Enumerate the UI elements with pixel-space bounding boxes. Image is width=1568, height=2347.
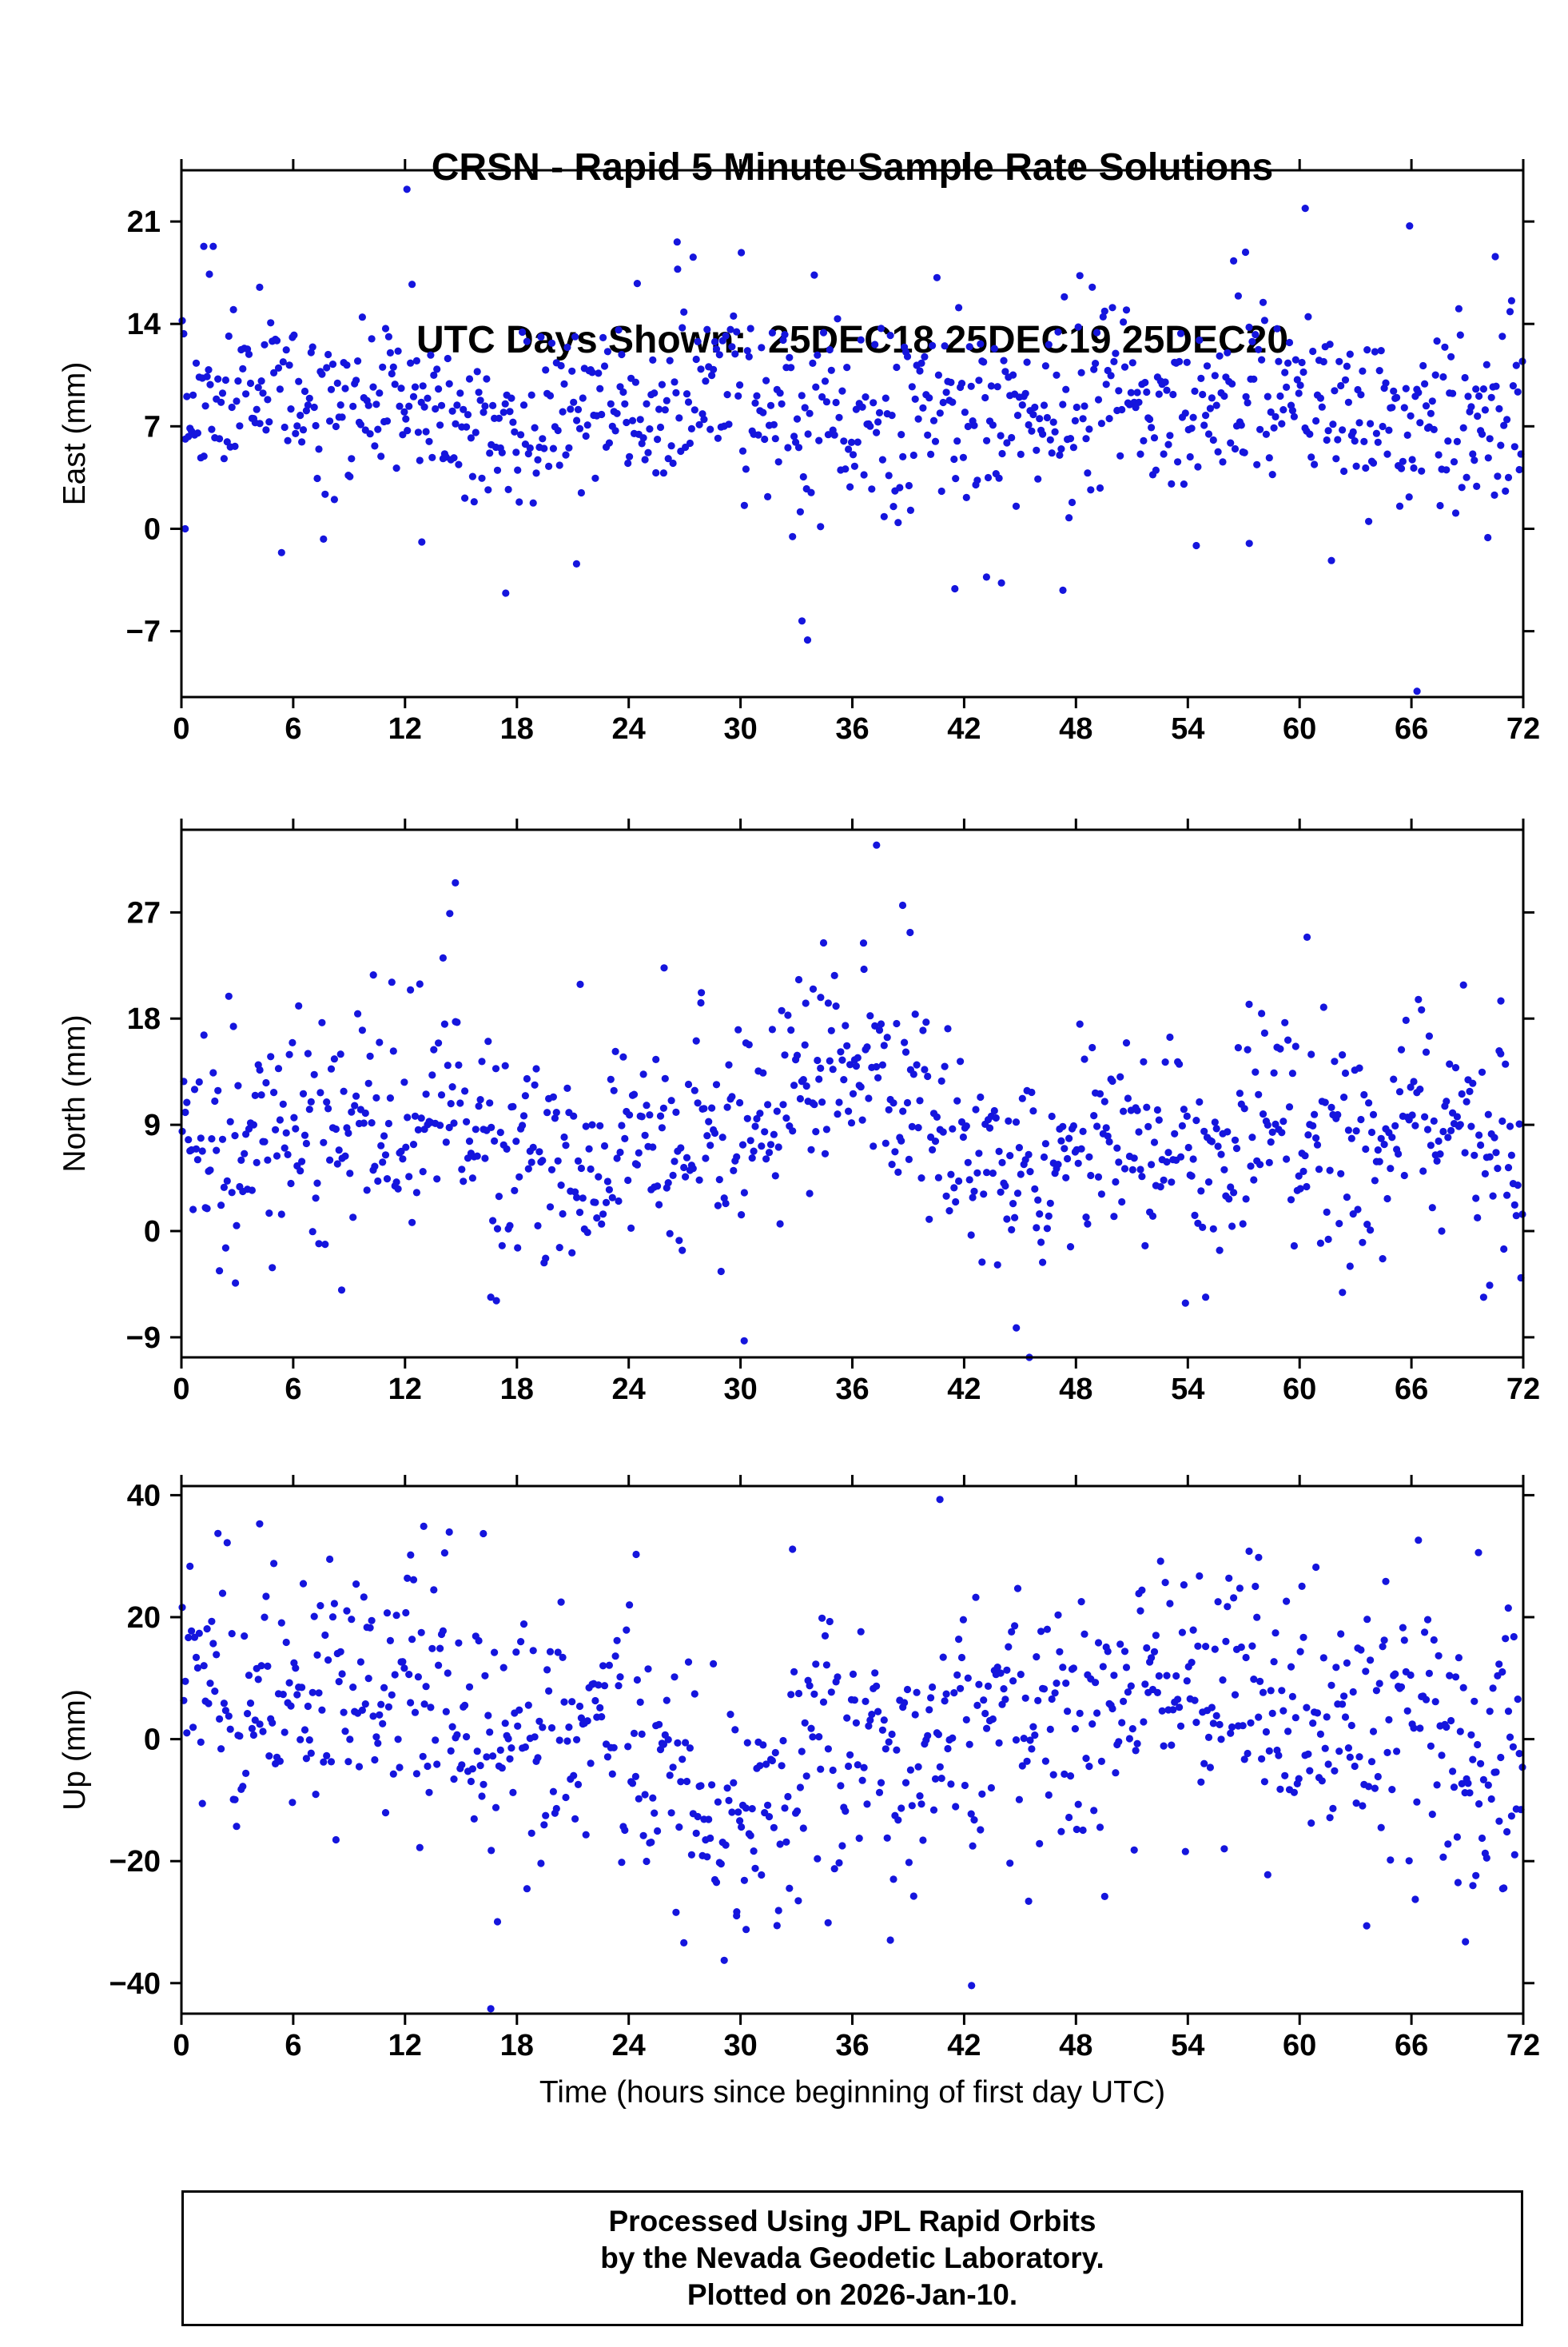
x-tick-labels: 0 6 12 18 24 30 36 42 48 54 60 66 72 xyxy=(173,1373,1540,1406)
svg-text:−7: −7 xyxy=(126,616,161,649)
svg-text:72: 72 xyxy=(1506,712,1540,746)
svg-text:6: 6 xyxy=(285,712,301,746)
svg-text:72: 72 xyxy=(1506,2029,1540,2062)
y-axis-label-east: East (mm) xyxy=(58,362,92,506)
data-points-up xyxy=(178,1496,1526,2013)
svg-text:42: 42 xyxy=(947,2029,981,2062)
svg-text:14: 14 xyxy=(127,308,161,341)
svg-text:0: 0 xyxy=(173,712,189,746)
svg-text:12: 12 xyxy=(388,1373,422,1406)
svg-text:0: 0 xyxy=(173,1373,189,1406)
footer-line2: by the Nevada Geodetic Laboratory. xyxy=(600,2241,1104,2274)
svg-text:72: 72 xyxy=(1506,1373,1540,1406)
svg-text:66: 66 xyxy=(1395,712,1428,746)
y-axis-label-up: Up (mm) xyxy=(58,1689,92,1811)
x-axis-label: Time (hours since beginning of first day… xyxy=(539,2075,1165,2110)
svg-text:18: 18 xyxy=(500,712,534,746)
footer-line3: Plotted on 2026-Jan-10. xyxy=(686,2278,1018,2311)
svg-text:54: 54 xyxy=(1171,2029,1204,2062)
svg-text:24: 24 xyxy=(612,1373,646,1406)
svg-text:36: 36 xyxy=(835,1373,869,1406)
svg-text:30: 30 xyxy=(723,712,757,746)
svg-text:0: 0 xyxy=(144,1723,161,1757)
svg-text:20: 20 xyxy=(127,1601,161,1635)
footer-box: Processed Using JPL Rapid Orbits by the … xyxy=(181,2190,1523,2326)
chart-title-line2: UTC Days Shown: 25DEC18 25DEC19 25DEC20 xyxy=(416,319,1289,361)
svg-text:12: 12 xyxy=(388,2029,422,2062)
svg-text:66: 66 xyxy=(1395,1373,1428,1406)
data-points-east xyxy=(178,185,1526,695)
svg-text:60: 60 xyxy=(1283,712,1316,746)
svg-text:0: 0 xyxy=(144,513,161,547)
svg-text:6: 6 xyxy=(285,2029,301,2062)
svg-text:9: 9 xyxy=(144,1109,161,1142)
chart-title: CRSN - Rapid 5 Minute Sample Rate Soluti… xyxy=(181,24,1523,484)
y-tick-labels: −40 −20 0 20 40 xyxy=(109,1479,161,2000)
panel-north: 0 6 12 18 24 30 36 42 48 54 60 66 72 −9 0 9 18 27 North (m… xyxy=(58,819,1540,1406)
svg-text:27: 27 xyxy=(127,896,161,930)
axis-ticks xyxy=(170,1475,1534,2025)
svg-text:42: 42 xyxy=(947,712,981,746)
svg-text:60: 60 xyxy=(1283,1373,1316,1406)
svg-text:48: 48 xyxy=(1059,712,1092,746)
svg-text:−9: −9 xyxy=(126,1321,161,1355)
svg-text:0: 0 xyxy=(173,2029,189,2062)
data-points-north xyxy=(178,841,1526,1361)
panel-up: 0 6 12 18 24 30 36 42 48 54 60 66 72 −40 −20 0 20 40 Up (m… xyxy=(58,1475,1540,2062)
chart-title-line1: CRSN - Rapid 5 Minute Sample Rate Soluti… xyxy=(431,146,1274,189)
svg-text:18: 18 xyxy=(500,2029,534,2062)
x-tick-labels: 0 6 12 18 24 30 36 42 48 54 60 66 72 xyxy=(173,712,1540,746)
svg-text:18: 18 xyxy=(500,1373,534,1406)
svg-text:66: 66 xyxy=(1395,2029,1428,2062)
svg-text:48: 48 xyxy=(1059,1373,1092,1406)
svg-text:48: 48 xyxy=(1059,2029,1092,2062)
svg-text:36: 36 xyxy=(835,712,869,746)
svg-text:12: 12 xyxy=(388,712,422,746)
y-axis-label-north: North (mm) xyxy=(58,1014,92,1172)
panel-frame xyxy=(180,169,1525,699)
svg-text:42: 42 xyxy=(947,1373,981,1406)
svg-text:24: 24 xyxy=(612,2029,646,2062)
svg-text:30: 30 xyxy=(723,2029,757,2062)
svg-text:30: 30 xyxy=(723,1373,757,1406)
svg-text:54: 54 xyxy=(1171,1373,1204,1406)
footer-line1: Processed Using JPL Rapid Orbits xyxy=(608,2205,1096,2237)
svg-text:7: 7 xyxy=(144,410,161,444)
svg-text:54: 54 xyxy=(1171,712,1204,746)
panel-east: 0 6 12 18 24 30 36 42 48 54 60 66 72 −7 0 7 14 21 East (mm… xyxy=(58,159,1540,746)
y-tick-labels: −9 0 9 18 27 xyxy=(126,896,161,1355)
svg-text:6: 6 xyxy=(285,1373,301,1406)
svg-text:36: 36 xyxy=(835,2029,869,2062)
svg-text:40: 40 xyxy=(127,1479,161,1512)
svg-text:24: 24 xyxy=(612,712,646,746)
svg-text:18: 18 xyxy=(127,1002,161,1036)
svg-text:−20: −20 xyxy=(109,1845,161,1879)
svg-text:−40: −40 xyxy=(109,1967,161,2001)
axis-ticks xyxy=(170,819,1534,1369)
svg-text:0: 0 xyxy=(144,1215,161,1249)
y-tick-labels: −7 0 7 14 21 xyxy=(126,205,161,649)
axis-ticks xyxy=(170,159,1534,708)
svg-text:21: 21 xyxy=(127,205,161,239)
x-tick-labels: 0 6 12 18 24 30 36 42 48 54 60 66 72 xyxy=(173,2029,1540,2062)
svg-text:60: 60 xyxy=(1283,2029,1316,2062)
